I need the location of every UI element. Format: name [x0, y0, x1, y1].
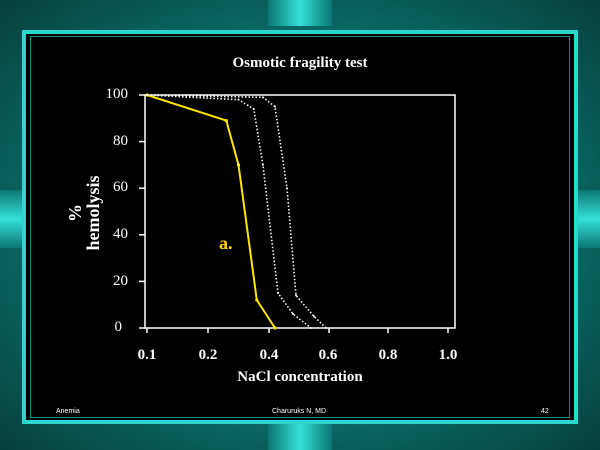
x-tick-label-0.6: 0.6	[318, 347, 338, 363]
series-2-point	[277, 292, 279, 295]
x-tick-label-0.1: 0.1	[137, 347, 157, 363]
y-tick-label-100: 100	[105, 86, 129, 102]
footer-author: Charuruks N, MD	[272, 408, 327, 415]
footer-slide-number: 42	[541, 408, 549, 415]
series-2-point	[310, 327, 312, 329]
y-tick-label-80: 80	[113, 133, 128, 149]
bottom-decor-tab	[268, 424, 332, 450]
x-tick-label-0.4: 0.4	[259, 347, 279, 363]
y-tick-label-60: 60	[113, 179, 128, 195]
y-tick-label-20: 20	[113, 273, 128, 289]
x-tick-label-0.2: 0.2	[198, 347, 218, 363]
series-3-point	[261, 96, 264, 99]
series-line-3	[146, 94, 327, 329]
curve-annotation-a: a.	[219, 233, 233, 253]
series-1-point	[236, 163, 241, 167]
series-1-point	[255, 298, 259, 302]
series-line-1	[146, 94, 276, 329]
x-tick-label-0.8: 0.8	[378, 347, 398, 363]
slide-inner-border	[30, 36, 570, 418]
x-tick-label-1.0: 1.0	[438, 347, 458, 363]
top-decor-tab	[268, 0, 332, 26]
series-3-point	[286, 187, 288, 190]
chart-title: Osmotic fragility test	[232, 55, 368, 71]
y-tick-label-40: 40	[113, 226, 128, 242]
series-2-point	[292, 313, 294, 316]
plot-area	[144, 94, 456, 329]
series-3-point	[146, 94, 148, 96]
left-decor-tab	[0, 190, 24, 248]
right-decor-tab	[576, 190, 600, 248]
y-axis-label-unit: %	[65, 204, 85, 222]
series-3-point	[313, 315, 315, 318]
series-3-point	[274, 105, 276, 108]
x-axis-label: NaCl concentration	[237, 369, 363, 385]
y-axis-label-text: hemolysis	[83, 175, 103, 251]
y-tick-label-0: 0	[114, 319, 123, 335]
series-3-point	[325, 327, 327, 329]
series-1-point	[273, 326, 277, 330]
series-2-point	[252, 107, 255, 110]
footer-topic: Anemia	[56, 408, 80, 415]
series-3-point	[295, 294, 297, 297]
series-2-point	[261, 163, 264, 166]
series-1-point	[224, 119, 228, 123]
y-axis-label: % hemolysis	[65, 123, 103, 303]
series-2-point	[237, 98, 240, 101]
